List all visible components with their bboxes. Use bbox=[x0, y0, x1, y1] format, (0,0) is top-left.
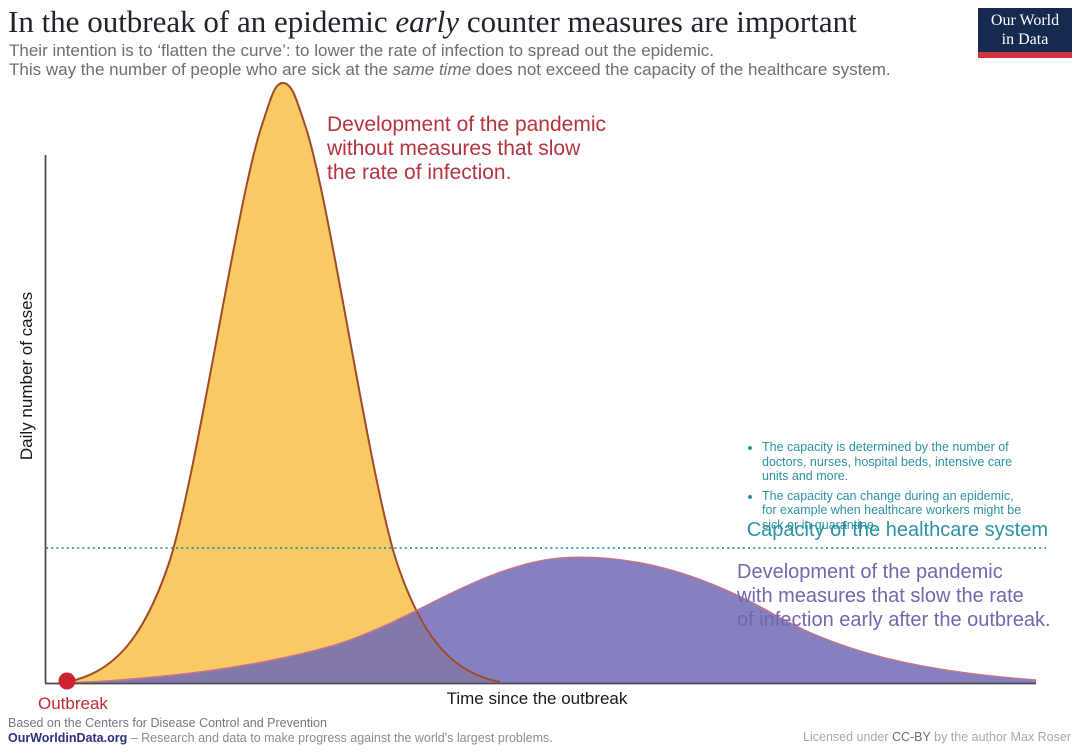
curve-without-measures-area bbox=[67, 83, 500, 682]
logo-line2: in Data bbox=[1001, 31, 1049, 48]
our-world-in-data-logo: Our World in Data bbox=[978, 8, 1072, 58]
site-tagline: – Research and data to make progress aga… bbox=[127, 731, 553, 745]
annotation-without-measures: Development of the pandemic without meas… bbox=[327, 113, 606, 184]
logo-line1: Our World bbox=[990, 12, 1060, 29]
site-credit-line: OurWorldinData.org – Research and data t… bbox=[8, 731, 553, 745]
capacity-bullet-2: The capacity can change during an epidem… bbox=[762, 489, 1030, 533]
y-axis-label: Daily number of cases bbox=[17, 291, 36, 461]
subtitle2-part1: This way the number of people who are si… bbox=[9, 60, 393, 79]
subtitle2-part2: does not exceed the capacity of the heal… bbox=[471, 60, 891, 79]
curve-with-measures-outline bbox=[66, 556, 1037, 684]
license-line: Licensed under CC-BY by the author Max R… bbox=[803, 730, 1071, 744]
capacity-bullet-1: The capacity is determined by the number… bbox=[762, 440, 1030, 484]
subtitle-line2: This way the number of people who are si… bbox=[9, 60, 891, 79]
source-attribution: Based on the Centers for Disease Control… bbox=[8, 716, 327, 730]
license-part2: by the author Max Roser bbox=[930, 730, 1071, 744]
capacity-line-label: Capacity of the healthcare system bbox=[746, 519, 1048, 541]
page-title: In the outbreak of an epidemic early cou… bbox=[8, 4, 857, 40]
ourworldindata-link[interactable]: OurWorldinData.org bbox=[8, 731, 128, 745]
outbreak-point bbox=[58, 672, 76, 690]
title-part2: counter measures are important bbox=[459, 4, 857, 39]
x-axis-label: Time since the outbreak bbox=[446, 689, 628, 708]
license-part1: Licensed under bbox=[803, 730, 892, 744]
title-part1: In the outbreak of an epidemic bbox=[8, 4, 396, 39]
subtitle-line1: Their intention is to ‘flatten the curve… bbox=[9, 41, 714, 60]
title-emphasis: early bbox=[395, 4, 460, 39]
curve-with-measures-area bbox=[67, 557, 1036, 683]
curve-without-measures-outline bbox=[66, 81, 501, 683]
outbreak-label: Outbreak bbox=[38, 694, 108, 713]
subtitle2-emphasis: same time bbox=[392, 60, 472, 79]
capacity-bullet-list: The capacity is determined by the number… bbox=[748, 440, 1030, 537]
annotation-with-measures: Development of the pandemic with measure… bbox=[737, 561, 1051, 631]
license-cc-by: CC-BY bbox=[891, 730, 931, 744]
